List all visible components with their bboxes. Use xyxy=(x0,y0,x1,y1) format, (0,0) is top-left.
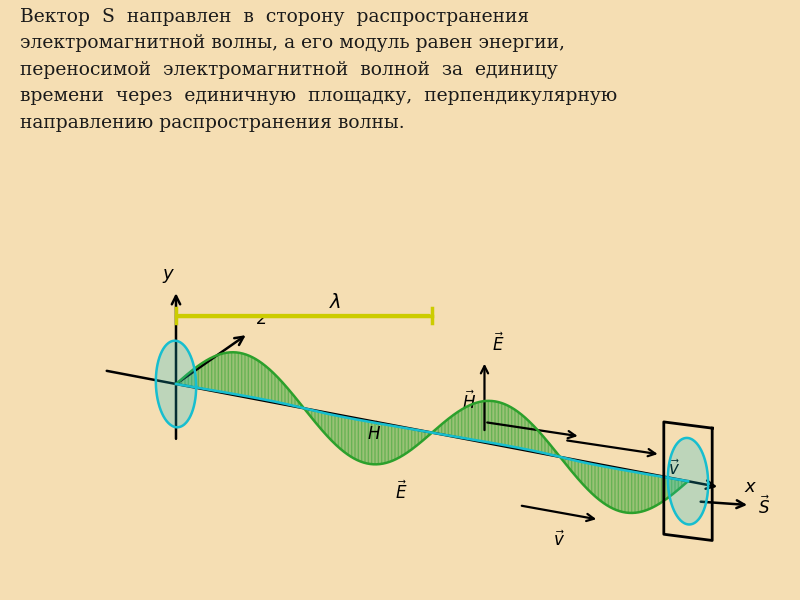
Text: x: x xyxy=(744,478,754,496)
Polygon shape xyxy=(304,409,432,433)
Text: $\vec{E}$: $\vec{E}$ xyxy=(395,481,408,503)
Text: $\vec{v}$: $\vec{v}$ xyxy=(669,460,681,479)
Polygon shape xyxy=(176,384,304,408)
Text: $\vec{H}$: $\vec{H}$ xyxy=(367,421,381,444)
Polygon shape xyxy=(176,352,303,408)
Polygon shape xyxy=(432,433,560,457)
Text: $\vec{S}$: $\vec{S}$ xyxy=(758,496,770,518)
Text: $\vec{H}$: $\vec{H}$ xyxy=(462,391,477,413)
Polygon shape xyxy=(561,457,688,513)
Polygon shape xyxy=(156,341,196,427)
Text: Вектор  S  направлен  в  сторону  распространения
электромагнитной волны, а его : Вектор S направлен в сторону распростран… xyxy=(20,8,618,131)
Text: $\vec{v}$: $\vec{v}$ xyxy=(553,530,565,550)
Polygon shape xyxy=(432,401,560,457)
Text: y: y xyxy=(162,265,174,283)
Polygon shape xyxy=(304,409,432,464)
Text: $\vec{E}$: $\vec{E}$ xyxy=(493,333,505,355)
Polygon shape xyxy=(668,438,708,524)
Text: z: z xyxy=(256,310,266,328)
Text: λ: λ xyxy=(330,293,342,312)
Polygon shape xyxy=(560,457,688,481)
